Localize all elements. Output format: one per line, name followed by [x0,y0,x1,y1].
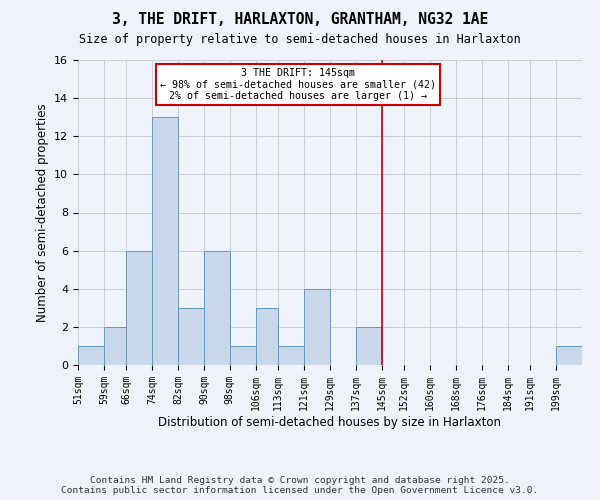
Bar [204,250,230,365]
Bar [104,327,127,365]
Text: Contains HM Land Registry data © Crown copyright and database right 2025.
Contai: Contains HM Land Registry data © Crown c… [61,476,539,495]
Bar [304,289,330,365]
Text: 3, THE DRIFT, HARLAXTON, GRANTHAM, NG32 1AE: 3, THE DRIFT, HARLAXTON, GRANTHAM, NG32 … [112,12,488,28]
Bar [127,250,152,365]
Bar [356,327,382,365]
Bar [178,308,204,365]
Text: Size of property relative to semi-detached houses in Harlaxton: Size of property relative to semi-detach… [79,32,521,46]
X-axis label: Distribution of semi-detached houses by size in Harlaxton: Distribution of semi-detached houses by … [158,416,502,428]
Bar [256,308,278,365]
Bar [278,346,304,365]
Y-axis label: Number of semi-detached properties: Number of semi-detached properties [35,103,49,322]
Text: 3 THE DRIFT: 145sqm
← 98% of semi-detached houses are smaller (42)
2% of semi-de: 3 THE DRIFT: 145sqm ← 98% of semi-detach… [160,68,436,101]
Bar [230,346,256,365]
Bar [152,117,178,365]
Bar [556,346,582,365]
Bar [78,346,104,365]
